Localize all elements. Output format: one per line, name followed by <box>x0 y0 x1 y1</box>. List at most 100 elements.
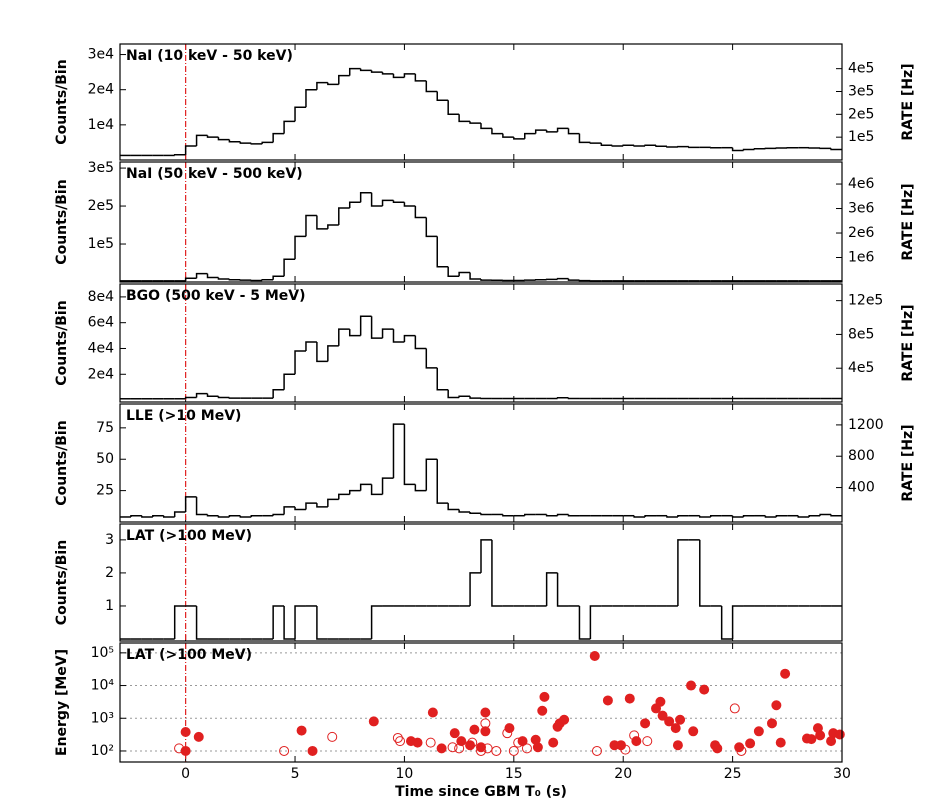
histogram-step <box>317 216 328 229</box>
event-point <box>713 744 722 753</box>
histogram-step <box>350 69 361 76</box>
histogram-step <box>372 316 383 338</box>
histogram-step <box>218 516 229 517</box>
x-tick-label: 20 <box>614 766 632 782</box>
event-point <box>522 744 531 753</box>
event-point <box>369 717 378 726</box>
histogram-step <box>437 459 448 503</box>
histogram-step <box>470 273 481 279</box>
histogram-step <box>229 397 240 398</box>
y-tick-label: 2e4 <box>88 366 115 382</box>
histogram-step <box>481 279 492 280</box>
histogram-step <box>656 145 667 146</box>
histogram-step <box>525 134 536 139</box>
histogram-step <box>339 208 350 225</box>
histogram-step <box>361 69 372 71</box>
histogram-step <box>317 83 328 90</box>
event-point <box>767 719 776 728</box>
histogram-step <box>809 516 820 517</box>
histogram-step <box>317 503 328 507</box>
y-tick-label: 25 <box>96 483 114 499</box>
event-point <box>470 725 479 734</box>
event-point <box>428 708 437 717</box>
histogram-step <box>383 72 394 74</box>
histogram-step <box>218 277 229 279</box>
histogram-step <box>306 342 317 351</box>
histogram-step <box>733 148 744 151</box>
event-point <box>505 724 514 733</box>
histogram-step <box>558 398 569 399</box>
histogram-step <box>700 516 711 517</box>
event-point <box>549 738 558 747</box>
histogram-step <box>350 329 361 335</box>
histogram-step <box>295 507 306 510</box>
event-point <box>746 739 755 748</box>
histogram-step <box>306 503 317 509</box>
y-tick-label: 2 <box>105 565 114 581</box>
event-point <box>481 708 490 717</box>
histogram-step <box>470 121 481 123</box>
histogram-step <box>306 90 317 108</box>
histogram-step <box>273 134 284 143</box>
panel-title: NaI (50 keV - 500 keV) <box>126 166 303 182</box>
histogram-step <box>372 484 383 494</box>
x-tick-label: 10 <box>396 766 414 782</box>
histogram-step <box>284 121 295 133</box>
event-point <box>689 727 698 736</box>
event-point <box>816 731 825 740</box>
event-point <box>671 724 680 733</box>
histogram-step <box>229 516 240 517</box>
histogram-step <box>284 507 295 515</box>
histogram-step <box>393 424 404 478</box>
histogram-step <box>197 394 208 398</box>
event-point <box>560 715 569 724</box>
event-point <box>328 732 337 741</box>
histogram-step <box>383 329 394 338</box>
histogram-step <box>328 225 339 229</box>
histogram-step <box>448 100 459 114</box>
histogram-step <box>765 516 776 517</box>
y-tick-label: 10⁴ <box>91 678 115 694</box>
histogram-step <box>361 193 372 202</box>
histogram-step <box>208 135 219 137</box>
event-point <box>730 704 739 713</box>
panel-title: BGO (500 keV - 5 MeV) <box>126 288 306 304</box>
histogram-step <box>744 149 755 150</box>
histogram-step <box>547 514 558 515</box>
histogram-step <box>514 137 525 139</box>
histogram-step <box>197 274 208 279</box>
panel-title: LLE (>10 MeV) <box>126 408 241 424</box>
y2-tick-label: 4e5 <box>848 360 874 376</box>
histogram-step <box>667 516 678 517</box>
histogram-step <box>667 146 678 147</box>
histogram-step <box>492 540 503 606</box>
histogram-step <box>339 494 350 499</box>
histogram-step <box>317 342 328 361</box>
histogram-step <box>164 516 175 517</box>
y-tick-label: 75 <box>96 420 114 436</box>
y2-tick-label: 3e5 <box>848 83 874 99</box>
histogram-step <box>459 509 470 512</box>
histogram-step <box>525 514 536 515</box>
histogram-step <box>153 516 164 517</box>
event-point <box>643 737 652 746</box>
histogram-step <box>503 514 514 515</box>
histogram-step <box>569 514 580 515</box>
y2-tick-label: 1e6 <box>848 250 875 266</box>
y-tick-label: 8e4 <box>88 289 115 305</box>
y2-axis-label: RATE [Hz] <box>900 304 916 381</box>
histogram-step <box>229 279 240 280</box>
event-point <box>603 696 612 705</box>
histogram-step <box>240 142 251 143</box>
histogram-step <box>645 516 656 517</box>
y2-axis-label: RATE [Hz] <box>900 183 916 260</box>
histogram-step <box>186 146 197 155</box>
histogram-step <box>186 497 197 512</box>
histogram-step <box>404 202 415 206</box>
histogram-step <box>295 107 306 121</box>
histogram-step <box>448 503 459 509</box>
y2-tick-label: 4e5 <box>848 61 874 77</box>
histogram-step <box>415 74 426 81</box>
histogram-step <box>273 276 284 279</box>
